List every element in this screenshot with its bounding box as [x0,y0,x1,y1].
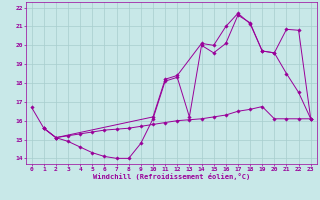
X-axis label: Windchill (Refroidissement éolien,°C): Windchill (Refroidissement éolien,°C) [92,173,250,180]
